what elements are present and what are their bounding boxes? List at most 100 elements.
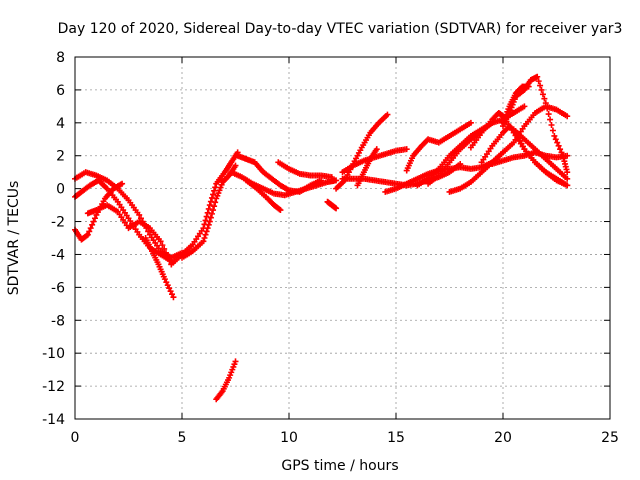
series-track-26	[500, 83, 532, 126]
data-point	[564, 182, 571, 189]
data-point	[119, 180, 126, 187]
y-tick-label: -14	[42, 412, 65, 428]
data-point	[541, 95, 548, 102]
data-point	[203, 228, 210, 235]
data-point	[166, 257, 173, 264]
data-point	[211, 187, 218, 194]
data-point	[167, 288, 174, 295]
data-point	[542, 100, 549, 107]
data-point	[210, 207, 217, 214]
data-point	[547, 116, 554, 123]
data-point	[202, 231, 209, 238]
series-track-19	[403, 119, 474, 174]
plot-frame	[74, 56, 611, 420]
y-tick-label: 8	[56, 50, 65, 66]
data-point	[91, 215, 98, 222]
data-point	[555, 142, 562, 149]
series-track-11	[243, 177, 284, 214]
y-tick-label: -6	[51, 280, 65, 296]
data-point	[551, 132, 558, 139]
data-point	[89, 221, 96, 228]
series-track-6	[168, 149, 241, 268]
data-point	[212, 199, 219, 206]
y-tick-label: -8	[51, 313, 65, 329]
series-track-12	[275, 159, 335, 181]
data-point	[564, 152, 571, 159]
data-point	[557, 146, 564, 153]
y-tick-label: -12	[42, 379, 65, 395]
series-track-17	[354, 146, 380, 189]
y-tick-label: 0	[56, 182, 65, 198]
chart-title: Day 120 of 2020, Sidereal Day-to-day VTE…	[58, 21, 623, 37]
data-point	[552, 136, 559, 143]
data-point	[162, 249, 169, 256]
data-point	[554, 139, 561, 146]
series-track-28	[510, 126, 571, 182]
data-point	[201, 235, 208, 241]
data-point	[163, 279, 170, 286]
data-point	[200, 238, 207, 245]
x-tick-label: 15	[387, 430, 405, 446]
data-point	[206, 202, 213, 209]
series-track-3	[72, 180, 126, 243]
data-point	[202, 217, 209, 224]
x-tick-label: 0	[71, 430, 80, 446]
series-track-7	[179, 162, 239, 261]
data-point	[539, 91, 546, 98]
data-point	[204, 225, 211, 232]
data-point	[164, 253, 171, 260]
data-point	[277, 207, 284, 214]
data-point	[87, 225, 94, 232]
data-point	[203, 213, 210, 220]
data-point	[212, 184, 219, 191]
data-point	[161, 276, 168, 283]
data-point	[537, 82, 544, 89]
data-point	[535, 78, 542, 85]
series-track-8	[213, 358, 239, 403]
data-point	[403, 146, 410, 153]
data-point	[384, 111, 391, 118]
data-point	[333, 177, 340, 184]
data-point	[211, 203, 218, 210]
data-point	[207, 198, 214, 205]
data-point	[538, 86, 545, 93]
data-point	[204, 209, 211, 216]
data-point	[169, 291, 176, 298]
x-axis-label: GPS time / hours	[281, 458, 398, 474]
x-tick-label: 20	[494, 430, 512, 446]
data-point	[545, 111, 552, 118]
data-point	[83, 232, 90, 239]
x-tick-label: 10	[280, 430, 298, 446]
data-point	[205, 221, 212, 228]
series-track-22	[446, 103, 571, 195]
data-point	[232, 162, 239, 169]
data-point	[90, 218, 97, 225]
data-point	[564, 169, 571, 176]
data-point	[166, 285, 173, 292]
data-point	[521, 103, 528, 110]
data-point	[157, 238, 164, 245]
grid	[75, 57, 610, 419]
data-point	[208, 210, 215, 217]
data-point	[467, 119, 474, 126]
y-tick-label: 2	[56, 149, 65, 165]
y-tick-label: -4	[51, 247, 65, 263]
ticks: 0 5 10 15 20 25 -14 -12 -10 -8 -6 -4 -2 0 2 4 6 8	[42, 50, 619, 446]
y-tick-label: 6	[56, 83, 65, 99]
data-point	[210, 191, 217, 198]
y-tick-label: -10	[42, 346, 65, 362]
series-track-5	[142, 235, 177, 301]
data-point	[276, 206, 283, 213]
data-point	[207, 214, 214, 221]
data-point	[564, 175, 571, 182]
y-tick-label: -2	[51, 215, 65, 231]
data-point	[159, 242, 166, 249]
data-point	[328, 174, 335, 181]
data-point	[232, 358, 239, 365]
data-point	[136, 211, 143, 218]
data-point	[206, 218, 213, 225]
series-track-4	[84, 202, 175, 268]
data-marks	[72, 73, 571, 403]
data-point	[564, 113, 571, 120]
x-tick-label: 25	[601, 430, 619, 446]
